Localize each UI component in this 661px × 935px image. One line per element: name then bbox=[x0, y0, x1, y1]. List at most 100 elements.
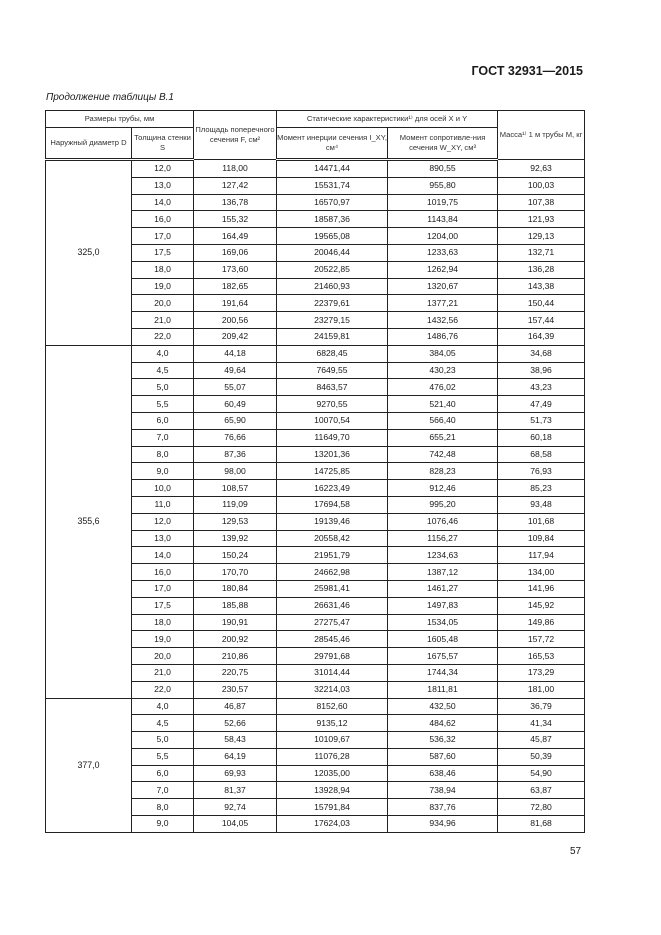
table-cell: 6,0 bbox=[130, 764, 195, 783]
table-cell: 45,87 bbox=[497, 731, 586, 749]
table-cell: 169,06 bbox=[193, 243, 278, 262]
table-cell: 1233,63 bbox=[387, 243, 499, 262]
table-cell: 129,13 bbox=[497, 227, 586, 245]
table-row: 11,0 119,09 17694,58 995,20 93,48 bbox=[46, 495, 586, 514]
table-cell: 230,57 bbox=[193, 680, 278, 699]
table-cell: 9270,55 bbox=[276, 395, 389, 413]
table-row: 355,6 4,0 44,18 6828,45 384,05 34,68 bbox=[45, 344, 586, 699]
table-row: 22,0 230,57 32214,03 1811,81 181,00 bbox=[46, 680, 586, 699]
table-cell: 118,00 bbox=[193, 159, 278, 178]
table-row: 22,0 209,42 24159,81 1486,76 164,39 bbox=[46, 327, 586, 346]
table-cell: 44,18 bbox=[193, 344, 278, 363]
table-cell: 912,46 bbox=[387, 479, 499, 497]
table-cell: 23279,15 bbox=[276, 311, 389, 329]
table-cell: 43,23 bbox=[497, 378, 586, 397]
table-cell: 104,05 bbox=[193, 815, 278, 833]
table-cell: 87,36 bbox=[193, 445, 278, 464]
table-cell: 60,18 bbox=[497, 428, 586, 447]
table-cell: 28545,46 bbox=[276, 630, 389, 649]
table-cell: 72,80 bbox=[497, 798, 586, 817]
table-cell: 165,53 bbox=[497, 647, 586, 665]
table-cell: 8152,60 bbox=[276, 697, 389, 716]
table-cell: 139,92 bbox=[193, 529, 278, 548]
table-cell: 655,21 bbox=[387, 428, 499, 447]
table-cell: 55,07 bbox=[193, 378, 278, 397]
table-cell: 20,0 bbox=[130, 647, 195, 665]
table-cell: 29791,68 bbox=[276, 647, 389, 665]
table-cell: 150,44 bbox=[497, 294, 586, 313]
table-row: 4,5 52,66 9135,12 484,62 41,34 bbox=[46, 714, 586, 733]
header-outer-diameter: Наружный диаметр D bbox=[45, 127, 132, 161]
table-cell: 7649,55 bbox=[276, 361, 389, 380]
table-cell: 828,23 bbox=[387, 462, 499, 481]
table-cell: 92,74 bbox=[193, 798, 278, 817]
table-cell: 6,0 bbox=[130, 411, 195, 430]
table-cell: 164,49 bbox=[193, 227, 278, 245]
table-cell: 934,96 bbox=[387, 815, 499, 833]
table-cell: 85,23 bbox=[497, 479, 586, 497]
table-cell: 9,0 bbox=[130, 815, 195, 833]
table-cell: 20522,85 bbox=[276, 260, 389, 279]
table-row: 9,0 104,05 17624,03 934,96 81,68 bbox=[46, 815, 586, 833]
table-cell: 484,62 bbox=[387, 714, 499, 733]
page-number: 57 bbox=[570, 846, 582, 857]
table-cell: 10109,67 bbox=[276, 731, 389, 749]
table-cell: 9135,12 bbox=[276, 714, 389, 733]
table-cell: 955,80 bbox=[387, 176, 499, 195]
table-cell: 5,5 bbox=[130, 747, 195, 766]
table-cell: 173,60 bbox=[193, 260, 278, 279]
table-cell: 69,93 bbox=[193, 764, 278, 783]
table-cell: 68,58 bbox=[497, 445, 586, 464]
table-cell: 521,40 bbox=[387, 395, 499, 413]
table-cell: 1143,84 bbox=[387, 210, 499, 229]
table-cell: 1019,75 bbox=[387, 193, 499, 212]
table-cell: 16,0 bbox=[130, 210, 195, 229]
table-cell: 432,50 bbox=[387, 697, 499, 716]
table-cell: 157,72 bbox=[497, 630, 586, 649]
table-cell: 430,23 bbox=[387, 361, 499, 380]
table-row: 7,0 81,37 13928,94 738,94 63,87 bbox=[46, 781, 586, 800]
header-resistance: Момент сопротивле-ния сечения W_XY, см³ bbox=[387, 127, 499, 161]
table-cell: 16223,49 bbox=[276, 479, 389, 497]
table-cell: 10,0 bbox=[130, 479, 195, 497]
table-cell: 5,0 bbox=[130, 378, 195, 397]
table-cell: 1387,12 bbox=[387, 563, 499, 581]
table-cell: 742,48 bbox=[387, 445, 499, 464]
table-cell: 13928,94 bbox=[276, 781, 389, 800]
table-cell: 145,92 bbox=[497, 596, 586, 615]
table-cell: 64,19 bbox=[193, 747, 278, 766]
table-cell: 18,0 bbox=[130, 613, 195, 632]
table-cell: 26631,46 bbox=[276, 596, 389, 615]
table-cell: 109,84 bbox=[497, 529, 586, 548]
table-cell: 5,5 bbox=[130, 395, 195, 413]
table-cell: 4,5 bbox=[130, 714, 195, 733]
table-cell: 81,68 bbox=[497, 815, 586, 833]
table-cell: 60,49 bbox=[193, 395, 278, 413]
table-cell: 191,64 bbox=[193, 294, 278, 313]
table-cell: 92,63 bbox=[497, 159, 586, 178]
table-cell: 32214,03 bbox=[276, 680, 389, 699]
table-cell: 16,0 bbox=[130, 563, 195, 581]
table-cell: 51,73 bbox=[497, 411, 586, 430]
table-row: 17,5 169,06 20046,44 1233,63 132,71 bbox=[46, 243, 586, 262]
table-row: 19,0 182,65 21460,93 1320,67 143,38 bbox=[46, 277, 586, 296]
table-row: 20,0 191,64 22379,61 1377,21 150,44 bbox=[46, 294, 586, 313]
table-cell: 1605,48 bbox=[387, 630, 499, 649]
table-cell: 566,40 bbox=[387, 411, 499, 430]
table-cell: 47,49 bbox=[497, 395, 586, 413]
table-cell: 209,42 bbox=[193, 327, 278, 346]
table-cell: 141,96 bbox=[497, 579, 586, 598]
table-cell: 54,90 bbox=[497, 764, 586, 783]
table-cell: 81,37 bbox=[193, 781, 278, 800]
table-cell: 210,86 bbox=[193, 647, 278, 665]
table-cell: 587,60 bbox=[387, 747, 499, 766]
table-cell: 1744,34 bbox=[387, 663, 499, 682]
pipe-properties-table: Размеры трубы, мм Площадь поперечного се… bbox=[44, 110, 586, 833]
table-cell: 20558,42 bbox=[276, 529, 389, 548]
table-row: 13,0 127,42 15531,74 955,80 100,03 bbox=[46, 176, 586, 195]
table-row: 5,0 58,43 10109,67 536,32 45,87 bbox=[46, 731, 586, 749]
table-cell: 1486,76 bbox=[387, 327, 499, 346]
outer-diameter-cell: 377,0 bbox=[45, 697, 132, 833]
table-cell: 155,32 bbox=[193, 210, 278, 229]
table-cell: 8463,57 bbox=[276, 378, 389, 397]
